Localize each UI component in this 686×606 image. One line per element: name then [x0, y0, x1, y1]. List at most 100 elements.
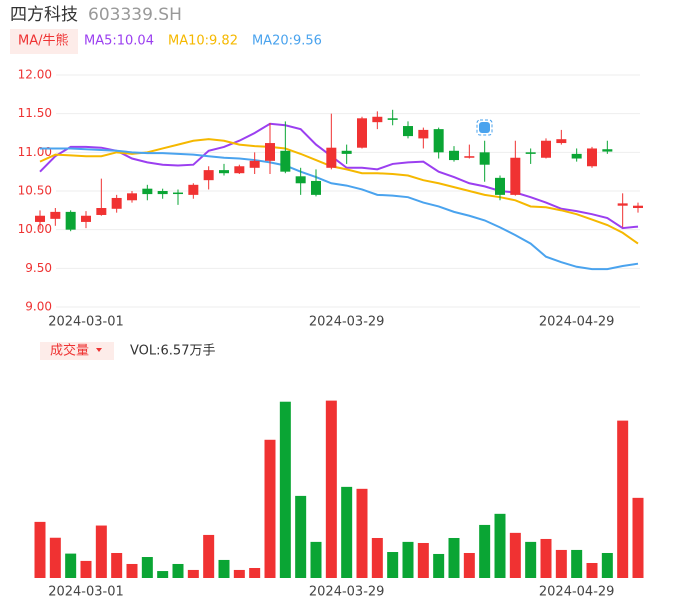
candle-body — [249, 160, 260, 168]
volume-bar — [34, 521, 46, 578]
volume-bar — [433, 553, 445, 578]
volume-bar — [479, 524, 491, 578]
volume-bar — [586, 562, 598, 578]
candle-body — [127, 193, 137, 201]
volume-bar — [341, 486, 353, 578]
volume-bar — [632, 497, 644, 578]
y-tick-label: 11.00 — [18, 145, 52, 159]
marker-icon-fill[interactable] — [479, 122, 490, 133]
ma-line — [39, 122, 639, 230]
volume-bar — [172, 563, 184, 578]
volume-label: VOL:6.57万手 — [130, 344, 215, 359]
candle-body — [265, 143, 275, 161]
candle-body — [81, 215, 91, 222]
y-tick-label: 12.00 — [18, 68, 52, 82]
volume-bar — [95, 525, 107, 578]
candle-body — [157, 191, 168, 195]
y-tick-label: 9.50 — [25, 261, 52, 275]
volume-bar — [187, 569, 199, 578]
candle-body — [357, 118, 367, 148]
y-tick-label: 10.00 — [18, 222, 52, 236]
volume-bar — [310, 541, 322, 578]
candle-body — [35, 215, 45, 222]
candle-body — [372, 116, 383, 123]
volume-bar — [325, 400, 337, 578]
candle-body — [617, 203, 628, 206]
volume-bar — [387, 552, 399, 578]
volume-bar — [509, 532, 521, 578]
candle-body — [525, 152, 536, 154]
candle-body — [111, 197, 122, 209]
candle-body — [464, 156, 475, 158]
volume-bar — [233, 569, 245, 578]
candle-body — [295, 176, 306, 184]
subtitle: 603339.SH — [88, 5, 182, 25]
candle-body — [173, 192, 183, 195]
volume-bar — [617, 420, 629, 578]
volume-box[interactable] — [40, 342, 114, 360]
volume-bar — [371, 537, 383, 578]
candle-body — [188, 184, 199, 195]
candle-body — [433, 129, 444, 153]
candle-body — [234, 166, 245, 174]
x-tick-label: 2024-04-29 — [539, 585, 615, 600]
candle-body — [203, 170, 214, 181]
volume-bar — [111, 552, 123, 578]
x-tick-label: 2024-03-29 — [309, 315, 385, 330]
volume-bar — [80, 560, 92, 578]
x-tick-label: 2024-04-29 — [539, 315, 615, 330]
candle-body — [326, 147, 337, 168]
volume-bar — [356, 488, 368, 578]
volume-bar — [49, 537, 61, 578]
candle-body — [403, 126, 413, 137]
candle-body — [633, 205, 643, 209]
dropdown-arrow — [96, 348, 102, 352]
volume-bar — [141, 557, 153, 578]
candle-body — [96, 208, 107, 215]
candle-body — [142, 188, 153, 195]
volume-bar — [218, 559, 230, 578]
candle-body — [387, 118, 398, 120]
y-tick-label: 10.50 — [18, 184, 52, 198]
volume-bar — [157, 571, 169, 578]
indicator[interactable]: MA/牛熊 — [18, 33, 69, 49]
candle-body — [556, 139, 567, 144]
legend-entry: MA10:9.82 — [168, 34, 238, 49]
volume-bar — [571, 549, 583, 578]
candle-body — [541, 140, 551, 158]
x-tick-label: 2024-03-29 — [309, 585, 385, 600]
volume-name[interactable]: 成交量 — [50, 343, 89, 359]
title: 四方科技 — [10, 5, 78, 25]
candle-body — [479, 152, 490, 165]
volume-bar — [540, 538, 552, 578]
candle-body — [418, 129, 429, 139]
indicator-box[interactable] — [10, 29, 78, 54]
candle-body — [50, 211, 61, 219]
volume-bar — [249, 567, 261, 578]
y-tick-label: 11.50 — [18, 106, 52, 120]
candle-body — [65, 211, 76, 230]
volume-bar — [525, 541, 537, 578]
volume-bar — [126, 563, 138, 578]
marker-icon[interactable] — [476, 119, 493, 136]
legend-entry: MA20:9.56 — [252, 34, 322, 49]
volume-bar — [264, 439, 276, 578]
candle-body — [311, 180, 321, 195]
x-tick-label: 2024-03-01 — [48, 585, 124, 600]
volume-bar — [65, 553, 77, 578]
volume-bar — [463, 552, 475, 578]
candle-body — [587, 148, 597, 167]
y-tick-label: 9.00 — [25, 300, 52, 314]
volume-bar — [417, 542, 429, 578]
candle-body — [449, 150, 459, 161]
volume-bar — [448, 537, 460, 578]
candle-body — [341, 150, 352, 154]
volume-bar — [203, 534, 215, 578]
candle-body — [602, 149, 613, 152]
candle-body — [571, 153, 582, 159]
candle-body — [495, 177, 505, 195]
candle-body — [510, 157, 521, 195]
volume-bar — [279, 401, 291, 578]
x-tick-label: 2024-03-01 — [48, 315, 124, 330]
